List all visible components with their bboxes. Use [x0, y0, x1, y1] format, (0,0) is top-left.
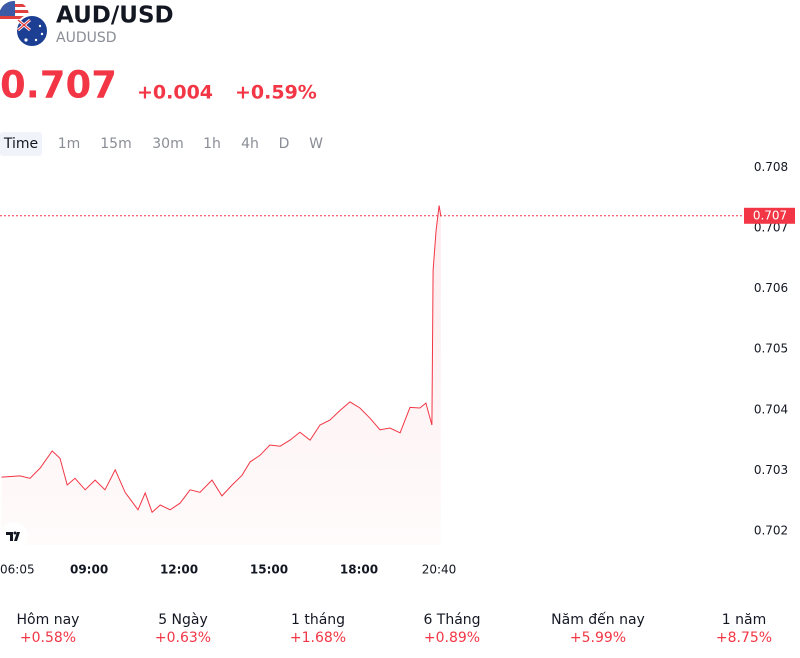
period-change: +5.99%	[570, 630, 626, 646]
price-change: +0.004	[137, 82, 213, 104]
price: 0.707	[0, 64, 117, 107]
y-tick-label: 0.707	[754, 220, 788, 234]
y-tick-label: 0.704	[754, 402, 788, 416]
period-label[interactable]: Hôm nay	[17, 612, 80, 628]
x-tick-label: 18:00	[340, 563, 378, 577]
x-tick-label: 12:00	[160, 563, 198, 577]
price-change-percent: +0.59%	[235, 82, 317, 104]
period-change: +0.89%	[424, 630, 480, 646]
tv-logo	[0, 522, 28, 550]
current-price-label: 0.707	[753, 208, 787, 222]
y-tick-label: 0.705	[754, 342, 788, 356]
period-label[interactable]: 5 Ngày	[158, 612, 208, 628]
y-tick-label: 0.703	[754, 463, 788, 477]
y-tick-label: 0.708	[754, 160, 788, 174]
x-tick-label: 20:40	[422, 563, 457, 577]
period-label[interactable]: 6 Tháng	[423, 612, 480, 628]
timeframe-button[interactable]: 4h	[241, 136, 259, 152]
y-tick-label: 0.702	[754, 524, 788, 538]
x-tick-label: 15:00	[250, 563, 288, 577]
timeframe-button[interactable]: D	[279, 136, 290, 152]
x-tick-label: 09:00	[70, 563, 108, 577]
period-change: +1.68%	[290, 630, 346, 646]
timeframe-button[interactable]: 1h	[203, 136, 221, 152]
period-change: +0.58%	[20, 630, 76, 646]
price-line	[1, 205, 442, 514]
y-tick-label: 0.706	[754, 281, 788, 295]
period-label[interactable]: 1 tháng	[291, 612, 345, 628]
timeframe-button[interactable]: 30m	[152, 136, 183, 152]
current-price-tag	[744, 207, 795, 224]
period-change: +0.63%	[155, 630, 211, 646]
timeframe-active-bg	[0, 132, 42, 156]
x-tick-label: 06:05	[0, 563, 35, 577]
flag-au	[15, 14, 49, 48]
period-label[interactable]: 1 năm	[722, 612, 766, 628]
period-change: +8.75%	[716, 630, 772, 646]
symbol-title: AUD/USD	[56, 3, 174, 29]
timeframe-button[interactable]: 15m	[100, 136, 131, 152]
timeframe-button[interactable]: Time	[3, 136, 38, 152]
area	[1, 205, 441, 545]
period-label[interactable]: Năm đến nay	[551, 611, 645, 628]
timeframe-button[interactable]: W	[309, 136, 323, 152]
symbol-code: AUDUSD	[56, 30, 117, 46]
timeframe-button[interactable]: 1m	[58, 136, 81, 152]
